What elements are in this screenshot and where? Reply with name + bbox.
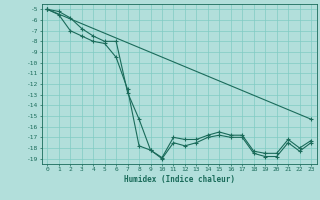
X-axis label: Humidex (Indice chaleur): Humidex (Indice chaleur)	[124, 175, 235, 184]
